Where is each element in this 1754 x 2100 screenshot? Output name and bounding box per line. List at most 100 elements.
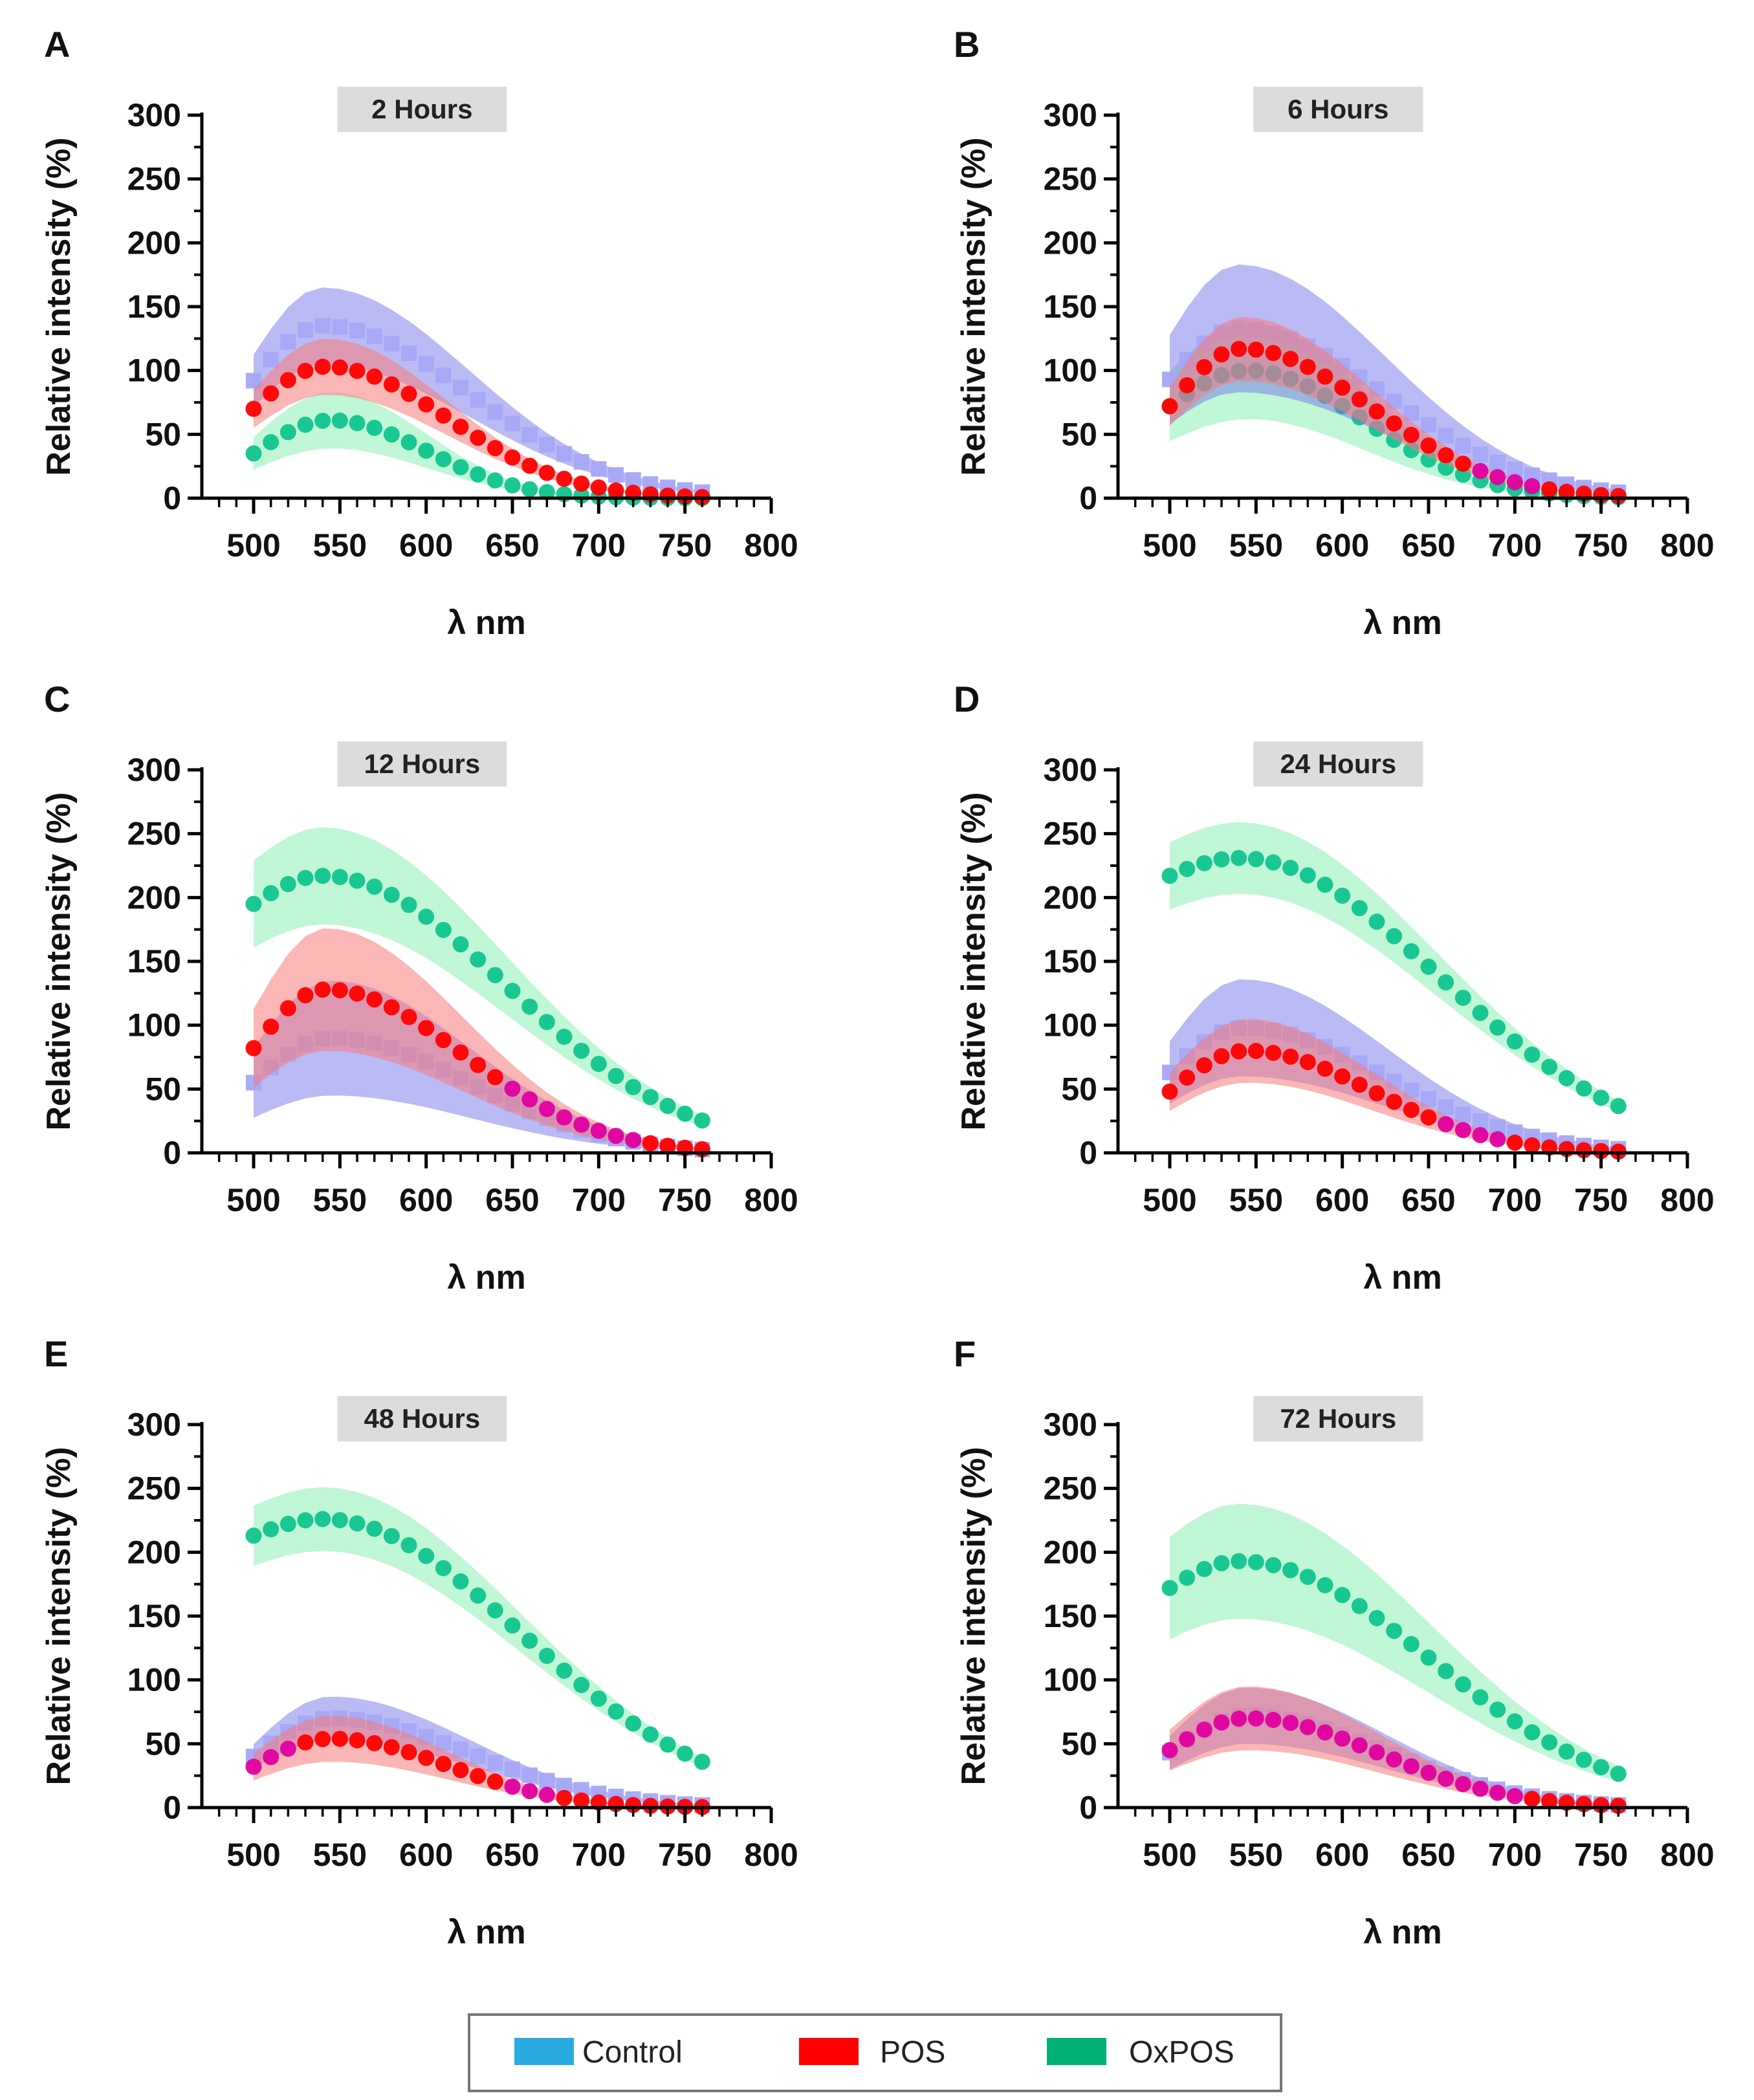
chart-e-pos-point-15 [504, 1778, 521, 1795]
chart-f-y-tick-label-6: 300 [1044, 1406, 1097, 1443]
chart-a-pos-point-6 [349, 362, 366, 379]
chart-d-x-tick-label-4: 700 [1488, 1182, 1542, 1218]
chart-c-oxpos-point-5 [331, 869, 348, 886]
chart-f-oxpos-point-1 [1179, 1570, 1196, 1586]
chart-d-control-point-16 [1438, 1099, 1454, 1115]
chart-c-pos-point-1 [263, 1018, 280, 1035]
chart-a-control-sd-band [254, 287, 703, 494]
chart-d-pos-point-4 [1231, 1043, 1247, 1060]
chart-e-oxpos-point-1 [263, 1521, 280, 1538]
chart-b-x-tick-label-2: 600 [1315, 527, 1369, 563]
chart-e-oxpos-point-2 [280, 1516, 296, 1533]
chart-f-oxpos-point-14 [1403, 1635, 1420, 1652]
chart-e-pos-point-13 [470, 1767, 487, 1784]
chart-c-oxpos-point-12 [452, 936, 469, 953]
chart-c-x-tick-label-5: 750 [658, 1182, 712, 1218]
chart-d-x-axis-title: λ nm [1363, 1259, 1442, 1296]
chart-c-oxpos-point-11 [435, 921, 452, 938]
chart-f-oxpos-point-6 [1265, 1557, 1282, 1573]
chart-f-pos-point-3 [1213, 1714, 1230, 1731]
chart-d-pos-point-16 [1438, 1116, 1454, 1133]
chart-b-time-label: 6 Hours [1288, 94, 1388, 124]
chart-d-pos-point-1 [1179, 1069, 1196, 1086]
chart-e-pos-point-6 [349, 1732, 366, 1749]
chart-b-control-point-17 [1455, 437, 1471, 454]
chart-c-oxpos-point-0 [245, 895, 262, 912]
chart-a-x-tick-label-2: 600 [399, 527, 453, 563]
chart-f-x-tick-label-3: 650 [1401, 1837, 1455, 1873]
chart-b-pos-markers [1161, 340, 1627, 505]
chart-c-pos-point-11 [435, 1032, 452, 1049]
chart-a-oxpos-point-13 [470, 466, 487, 483]
chart-a-x-tick-label-6: 800 [744, 527, 798, 563]
chart-b-pos-point-11 [1351, 391, 1368, 408]
chart-f-pos-point-18 [1472, 1780, 1489, 1797]
chart-f-oxpos-point-9 [1317, 1577, 1333, 1593]
chart-a-x-tick-label-5: 750 [658, 527, 712, 563]
chart-d-oxpos-point-2 [1196, 855, 1212, 871]
chart-f-oxpos-sd-band [1170, 1504, 1619, 1782]
chart-b-pos-point-20 [1506, 474, 1523, 490]
legend-label-control: Control [582, 2035, 683, 2070]
chart-b-pos-point-22 [1541, 481, 1558, 498]
chart-a-oxpos-point-11 [435, 451, 452, 468]
chart-a-pos-point-18 [556, 470, 573, 487]
chart-b-time-label-box [1253, 87, 1423, 132]
chart-b-pos-point-13 [1386, 415, 1403, 432]
chart-d-y-axis-title: Relative intensity (%) [955, 792, 992, 1130]
chart-d-pos-point-13 [1386, 1093, 1403, 1110]
chart-d-oxpos-point-9 [1317, 877, 1333, 893]
chart-a-pos-point-7 [366, 368, 383, 385]
chart-a-control-point-11 [435, 367, 452, 384]
chart-f-oxpos-point-15 [1420, 1649, 1437, 1666]
chart-c-x-tick-label-4: 700 [572, 1182, 626, 1218]
chart-c-y-tick-label-1: 50 [145, 1071, 181, 1107]
chart-c-oxpos-point-15 [504, 983, 521, 1000]
chart-b-pos-point-18 [1472, 463, 1489, 479]
chart-d-oxpos-point-14 [1403, 943, 1420, 959]
chart-e-pos-point-5 [331, 1731, 348, 1747]
chart-f-panel-letter: F [954, 1333, 976, 1374]
chart-e-oxpos-point-3 [297, 1512, 314, 1529]
chart-d-pos-sd-band [1170, 1019, 1619, 1152]
chart-c-pos-point-15 [504, 1080, 521, 1097]
chart-a-control-point-12 [453, 380, 468, 396]
chart-e-pos-point-14 [487, 1773, 503, 1790]
chart-e-oxpos-point-25 [677, 1745, 694, 1762]
chart-a-oxpos-point-14 [487, 472, 503, 489]
chart-d-oxpos-point-22 [1541, 1058, 1558, 1075]
chart-c-oxpos-point-20 [590, 1055, 607, 1072]
chart-c-oxpos-point-26 [694, 1112, 710, 1129]
chart-e-oxpos-point-11 [435, 1560, 452, 1577]
chart-d-x-tick-label-1: 550 [1229, 1182, 1283, 1218]
chart-b-x-tick-label-5: 750 [1574, 527, 1628, 563]
chart-b-x-tick-label-1: 550 [1229, 527, 1283, 563]
chart-a-oxpos-point-5 [331, 412, 348, 429]
chart-f-pos-markers [1161, 1710, 1627, 1814]
chart-a-pos-sd-band [254, 338, 703, 498]
chart-e-pos-point-8 [383, 1739, 400, 1756]
chart-f-y-tick-label-2: 100 [1044, 1662, 1097, 1698]
chart-panel-b: B 6 Hours 0 50 100 150 200 250 300 500 550 600 650 70… [954, 24, 1715, 642]
chart-c-oxpos-point-25 [677, 1105, 694, 1122]
chart-d-oxpos-sd-band [1170, 822, 1619, 1112]
chart-c-x-tick-label-0: 500 [226, 1182, 280, 1218]
chart-d-oxpos-point-3 [1213, 851, 1230, 868]
chart-a-control-point-15 [505, 415, 520, 432]
chart-d-pos-point-14 [1403, 1102, 1420, 1119]
chart-a-x-tick-label-0: 500 [226, 527, 280, 563]
chart-f-x-tick-label-5: 750 [1574, 1837, 1628, 1873]
chart-c-pos-point-3 [297, 987, 314, 1003]
chart-e-oxpos-point-20 [590, 1690, 607, 1707]
chart-a-x-axis-title: λ nm [447, 604, 525, 642]
chart-a-oxpos-point-6 [349, 415, 366, 432]
chart-f-x-tick-label-4: 700 [1488, 1837, 1542, 1873]
chart-f-oxpos-point-23 [1558, 1743, 1575, 1760]
chart-d-control-point-18 [1473, 1113, 1488, 1130]
chart-a-pos-point-5 [331, 359, 348, 376]
chart-c-oxpos-point-22 [625, 1078, 642, 1095]
chart-e-pos-point-3 [297, 1734, 314, 1751]
chart-f-y-tick-label-4: 200 [1044, 1534, 1097, 1570]
chart-e-oxpos-sd-band [254, 1487, 703, 1767]
